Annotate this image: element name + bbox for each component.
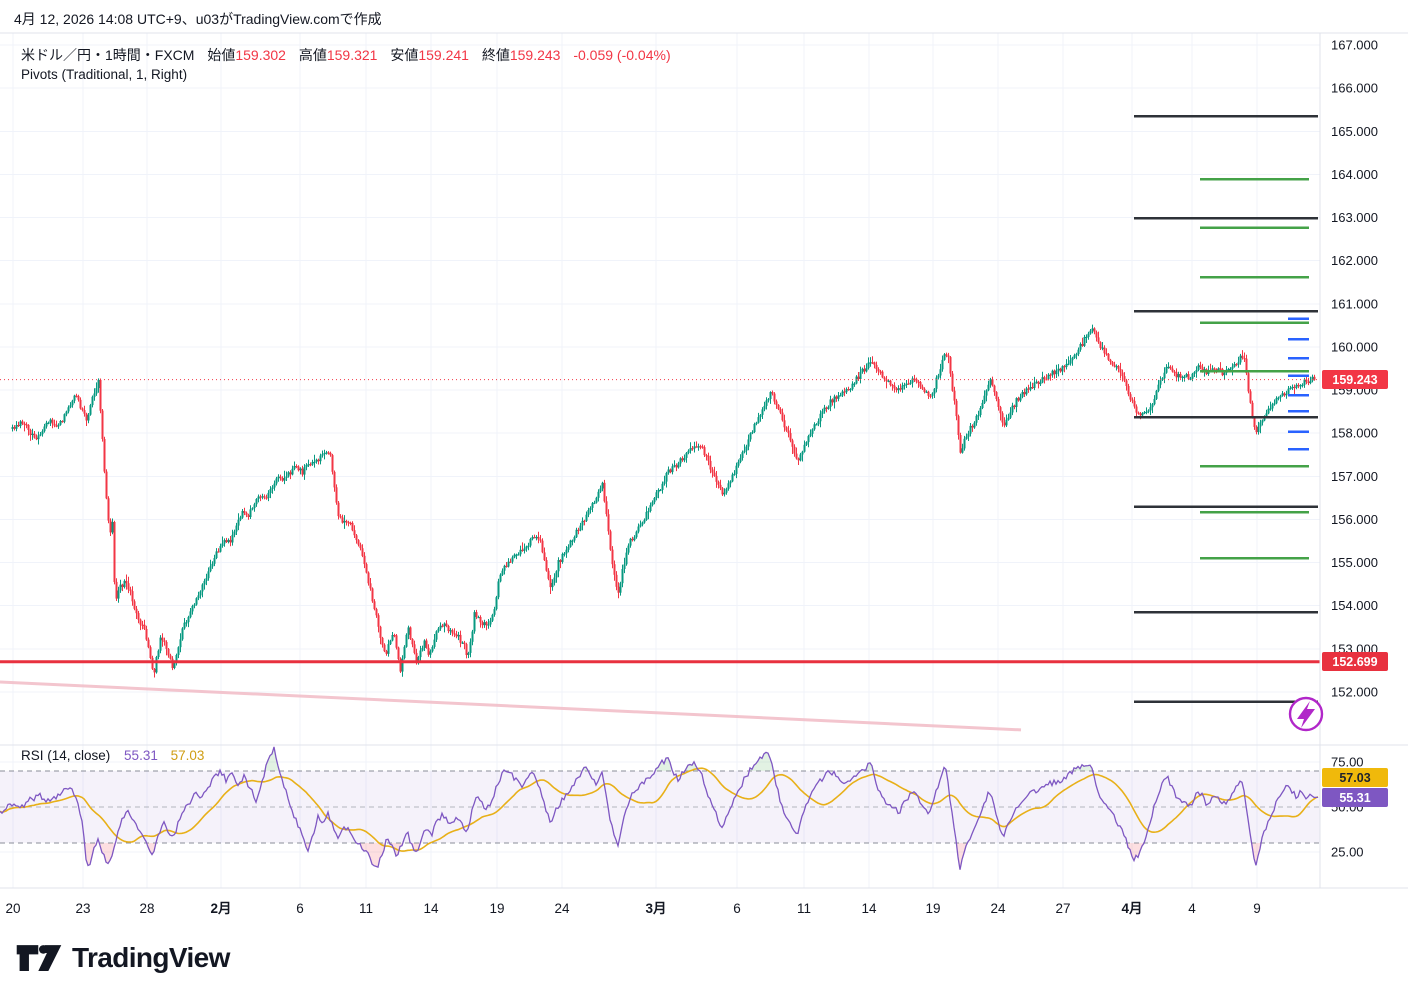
svg-text:20: 20: [5, 901, 20, 916]
rsi-ma-line: [0, 767, 1319, 852]
svg-text:163.000: 163.000: [1331, 210, 1378, 225]
ohlc-low: 安値159.241: [390, 47, 469, 63]
svg-text:19: 19: [489, 901, 504, 916]
flash-icon[interactable]: [1288, 696, 1324, 732]
change-value: -0.059 (-0.04%): [573, 47, 671, 63]
svg-text:3月: 3月: [645, 901, 666, 916]
symbol-legend[interactable]: 米ドル／円・1時間・FXCM 始値159.302 高値159.321 安値159…: [21, 45, 671, 65]
svg-text:4月: 4月: [1121, 901, 1142, 916]
tradingview-logo[interactable]: TradingView: [16, 941, 230, 975]
svg-text:14: 14: [861, 901, 877, 916]
tradingview-logo-text: TradingView: [72, 942, 230, 973]
candles-layer: [11, 324, 1316, 678]
svg-text:164.000: 164.000: [1331, 167, 1378, 182]
svg-text:155.000: 155.000: [1331, 555, 1378, 570]
svg-text:161.000: 161.000: [1331, 296, 1378, 311]
ohlc-open: 始値159.302: [207, 47, 286, 63]
svg-text:157.000: 157.000: [1331, 469, 1378, 484]
svg-text:4: 4: [1188, 901, 1196, 916]
svg-text:75.00: 75.00: [1331, 754, 1364, 769]
svg-text:11: 11: [359, 901, 373, 916]
symbol-title[interactable]: 米ドル／円・1時間・FXCM: [21, 47, 195, 63]
rsi-value: 55.31: [124, 748, 158, 763]
svg-text:162.000: 162.000: [1331, 253, 1378, 268]
svg-text:167.000: 167.000: [1331, 38, 1378, 53]
svg-text:165.000: 165.000: [1331, 124, 1378, 139]
price-axis[interactable]: 167.000 166.000 165.000 164.000 163.000 162.0…: [1331, 38, 1378, 860]
rsi-ma-badge: 57.03: [1322, 768, 1388, 787]
svg-text:152.000: 152.000: [1331, 685, 1378, 700]
svg-text:23: 23: [75, 901, 90, 916]
svg-text:28: 28: [139, 901, 154, 916]
pivots-indicator-legend[interactable]: Pivots (Traditional, 1, Right): [21, 67, 188, 82]
svg-text:27: 27: [1055, 901, 1070, 916]
rsi-title: RSI (14, close): [21, 748, 111, 763]
svg-text:156.000: 156.000: [1331, 512, 1378, 527]
tradingview-logo-icon: [16, 945, 62, 971]
pivot-lines-layer: [1134, 114, 1318, 704]
ohlc-high: 高値159.321: [298, 47, 378, 63]
current-price-badge: 159.243: [1322, 370, 1388, 389]
ohlc-close: 終値159.243: [481, 47, 561, 63]
support-line-price-badge: 152.699: [1322, 652, 1388, 671]
rsi-value-badge: 55.31: [1322, 788, 1388, 807]
svg-text:6: 6: [296, 901, 304, 916]
rsi-indicator-legend[interactable]: RSI (14, close) 55.31 57.03: [21, 748, 204, 763]
pane-borders: [0, 32, 1408, 889]
svg-text:160.000: 160.000: [1331, 340, 1378, 355]
svg-text:25.00: 25.00: [1331, 845, 1364, 860]
svg-text:24: 24: [554, 901, 570, 916]
svg-text:166.000: 166.000: [1331, 81, 1378, 96]
trend-line[interactable]: [0, 680, 1022, 732]
svg-text:2月: 2月: [210, 901, 231, 916]
rsi-line: [0, 746, 1318, 870]
svg-text:9: 9: [1253, 901, 1261, 916]
svg-text:6: 6: [733, 901, 741, 916]
creation-caption: 4月 12, 2026 14:08 UTC+9、u03がTradingView.…: [14, 11, 382, 27]
svg-text:154.000: 154.000: [1331, 598, 1378, 613]
time-axis[interactable]: 20 23 28 2月 6 11 14 19 24 3月 6 11 14 19 24 27 4月 4 9: [5, 901, 1260, 916]
svg-text:24: 24: [990, 901, 1006, 916]
svg-text:158.000: 158.000: [1331, 426, 1378, 441]
svg-text:14: 14: [423, 901, 439, 916]
rsi-ma-value: 57.03: [170, 748, 205, 763]
svg-text:11: 11: [797, 901, 811, 916]
svg-text:19: 19: [925, 901, 940, 916]
